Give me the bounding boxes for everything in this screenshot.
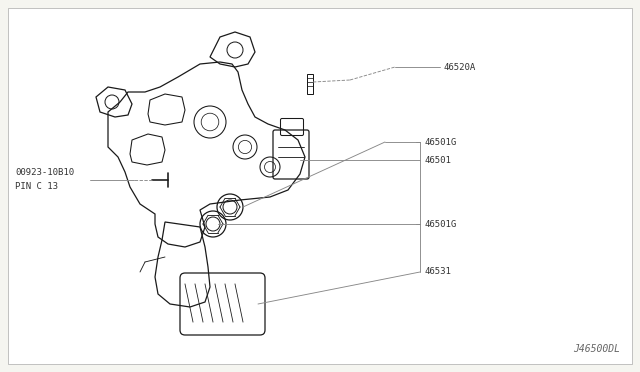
Text: PIN C 13: PIN C 13 (15, 182, 58, 190)
Text: J46500DL: J46500DL (573, 344, 620, 354)
Text: 46520A: 46520A (444, 62, 476, 71)
Text: 46501: 46501 (425, 155, 452, 164)
Bar (307, 74, 313, 94)
Text: 46501G: 46501G (425, 138, 457, 147)
Text: 46501G: 46501G (425, 219, 457, 228)
Text: 00923-10B10: 00923-10B10 (15, 167, 74, 176)
Text: 46531: 46531 (425, 267, 452, 276)
